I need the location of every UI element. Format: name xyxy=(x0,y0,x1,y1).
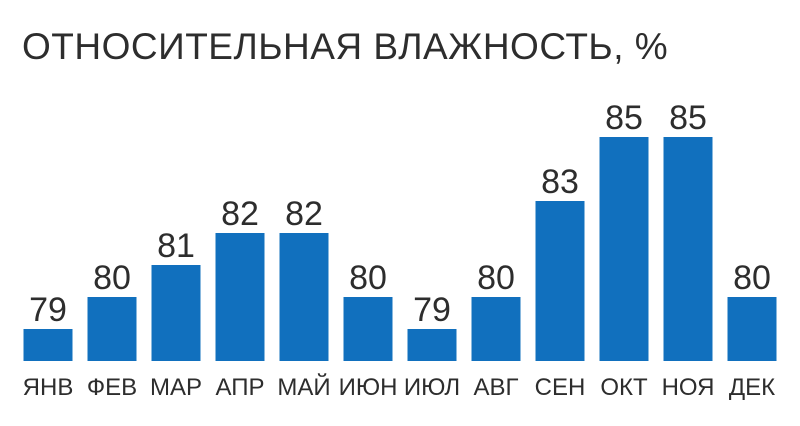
category-label-ИЮЛ: ИЮЛ xyxy=(404,374,460,401)
bar-ДЕК xyxy=(727,297,777,361)
value-label-НОЯ: 85 xyxy=(669,99,707,137)
value-label-МАЙ: 82 xyxy=(285,195,323,233)
value-label-ИЮЛ: 79 xyxy=(413,291,451,329)
category-label-ДЕК: ДЕК xyxy=(729,374,775,401)
bar-СЕН xyxy=(535,201,585,361)
bar-МАР xyxy=(151,265,201,361)
category-label-АПР: АПР xyxy=(216,374,265,401)
value-label-ЯНВ: 79 xyxy=(29,291,67,329)
category-label-ЯНВ: ЯНВ xyxy=(23,374,74,401)
value-labels-layer: 79 80 81 82 82 80 79 80 83 85 85 80 xyxy=(29,99,771,329)
chart-title: ОТНОСИТЕЛЬНАЯ ВЛАЖНОСТЬ, % xyxy=(22,26,669,67)
value-label-ОКТ: 85 xyxy=(605,99,643,137)
category-label-НОЯ: НОЯ xyxy=(662,374,715,401)
bar-ИЮЛ xyxy=(407,329,457,361)
bar-ОКТ xyxy=(599,137,649,361)
bar-АВГ xyxy=(471,297,521,361)
category-label-СЕН: СЕН xyxy=(535,374,586,401)
value-label-СЕН: 83 xyxy=(541,163,579,201)
bar-АПР xyxy=(215,233,265,361)
bars-layer xyxy=(23,137,777,361)
category-label-МАР: МАР xyxy=(150,374,202,401)
category-label-ФЕВ: ФЕВ xyxy=(87,374,137,401)
bar-ЯНВ xyxy=(23,329,73,361)
category-label-ОКТ: ОКТ xyxy=(600,374,648,401)
category-labels-layer: ЯНВ ФЕВ МАР АПР МАЙ ИЮН ИЮЛ АВГ СЕН ОКТ НОЯ ДЕК xyxy=(23,373,775,401)
bar-МАЙ xyxy=(279,233,329,361)
bar-ФЕВ xyxy=(87,297,137,361)
category-label-ИЮН: ИЮН xyxy=(339,374,398,401)
category-label-АВГ: АВГ xyxy=(473,374,518,401)
value-label-ДЕК: 80 xyxy=(733,259,771,297)
bar-ИЮН xyxy=(343,297,393,361)
value-label-ФЕВ: 80 xyxy=(93,259,131,297)
value-label-АВГ: 80 xyxy=(477,259,515,297)
category-label-МАЙ: МАЙ xyxy=(277,373,330,401)
value-label-МАР: 81 xyxy=(157,227,195,265)
bar-НОЯ xyxy=(663,137,713,361)
value-label-ИЮН: 80 xyxy=(349,259,387,297)
value-label-АПР: 82 xyxy=(221,195,259,233)
